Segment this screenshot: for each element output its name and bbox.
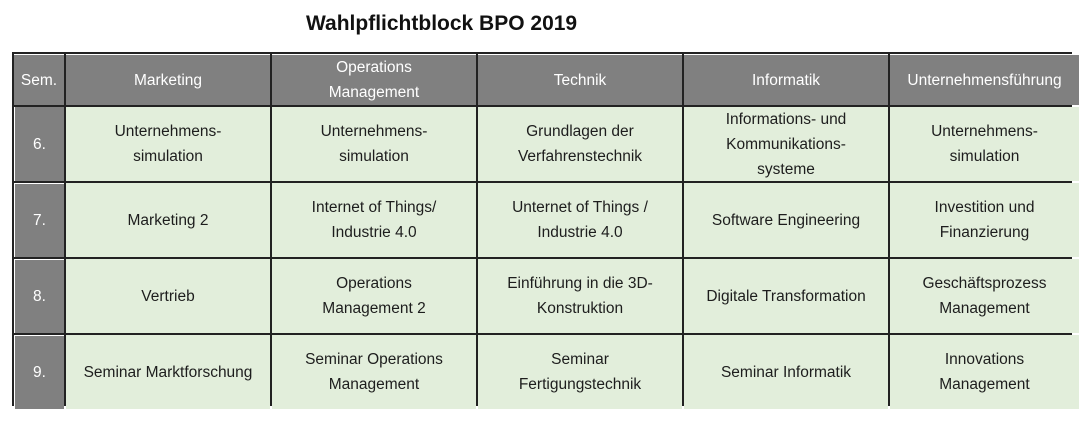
cell-text: Investition und Finanzierung (934, 199, 1035, 241)
header-label: Sem. (20, 71, 58, 89)
semester-cell: 6. (14, 107, 64, 181)
table-cell: Investition und Finanzierung (890, 183, 1079, 257)
cell-text: Digitale Transformation (706, 287, 866, 305)
table-cell: Informations- und Kommunikations-systeme (684, 107, 888, 181)
header-label: Unternehmensführung (907, 71, 1062, 89)
table-cell: Unternehmens-simulation (66, 107, 270, 181)
cell-text: Informations- und Kommunikations-systeme (725, 110, 847, 178)
header-label: Marketing (133, 71, 203, 89)
table-cell: Seminar Fertigungstechnik (478, 335, 682, 409)
header-label: Technik (553, 71, 607, 89)
semester-label: 9. (33, 364, 46, 381)
table-cell: Unternehmens-simulation (272, 107, 476, 181)
column-header-informatik: Informatik (684, 54, 888, 105)
column-header-semester: Sem. (14, 54, 64, 105)
table-cell: Unternehmens-simulation (890, 107, 1079, 181)
table-cell: Seminar Operations Management (272, 335, 476, 409)
cell-text: Unternet of Things / Industrie 4.0 (512, 199, 648, 241)
cell-text: Einführung in die 3D- Konstruktion (507, 275, 653, 317)
cell-text: Operations Management 2 (322, 275, 426, 317)
table-cell: Unternet of Things / Industrie 4.0 (478, 183, 682, 257)
table-cell: Vertrieb (66, 259, 270, 333)
table-cell: Software Engineering (684, 183, 888, 257)
header-label: Operations Management (328, 59, 420, 101)
table-cell: Digitale Transformation (684, 259, 888, 333)
cell-text: Unternehmens-simulation (320, 123, 428, 165)
semester-cell: 7. (14, 183, 64, 257)
semester-label: 6. (33, 135, 46, 153)
cell-text: Seminar Marktforschung (83, 363, 253, 381)
column-header-technik: Technik (478, 54, 682, 105)
semester-label: 7. (33, 212, 46, 229)
semester-cell: 9. (14, 335, 64, 409)
column-header-operations-management: Operations Management (272, 54, 476, 105)
cell-text: Geschäftsprozess Management (922, 275, 1047, 317)
elective-modules-table: Sem. Marketing Operations Management Tech… (12, 52, 1079, 409)
cell-text: Seminar Informatik (720, 363, 852, 381)
cell-text: Marketing 2 (127, 211, 209, 229)
table-cell: Marketing 2 (66, 183, 270, 257)
semester-cell: 8. (14, 259, 64, 333)
table-cell: Operations Management 2 (272, 259, 476, 333)
cell-text: Vertrieb (141, 287, 195, 305)
cell-text: Innovations Management (939, 351, 1030, 393)
table-cell: Grundlagen der Verfahrenstechnik (478, 107, 682, 181)
column-header-unternehmensfuehrung: Unternehmensführung (890, 54, 1079, 105)
cell-text: Grundlagen der Verfahrenstechnik (517, 123, 643, 165)
table-cell: Geschäftsprozess Management (890, 259, 1079, 333)
header-label: Informatik (751, 71, 821, 89)
page-title: Wahlpflichtblock BPO 2019 (306, 12, 578, 35)
cell-text: Unternehmens-simulation (931, 123, 1038, 165)
column-header-marketing: Marketing (66, 54, 270, 105)
cell-text: Seminar Fertigungstechnik (518, 351, 642, 393)
cell-text: Seminar Operations Management (305, 351, 443, 393)
table-cell: Seminar Marktforschung (66, 335, 270, 409)
table-cell: Einführung in die 3D- Konstruktion (478, 259, 682, 333)
table-cell: Seminar Informatik (684, 335, 888, 409)
table-cell: Innovations Management (890, 335, 1079, 409)
semester-label: 8. (33, 288, 46, 305)
table-cell: Internet of Things/Industrie 4.0 (272, 183, 476, 257)
cell-text: Software Engineering (711, 211, 861, 229)
cell-text: Internet of Things/Industrie 4.0 (311, 199, 437, 241)
cell-text: Unternehmens-simulation (114, 123, 222, 165)
